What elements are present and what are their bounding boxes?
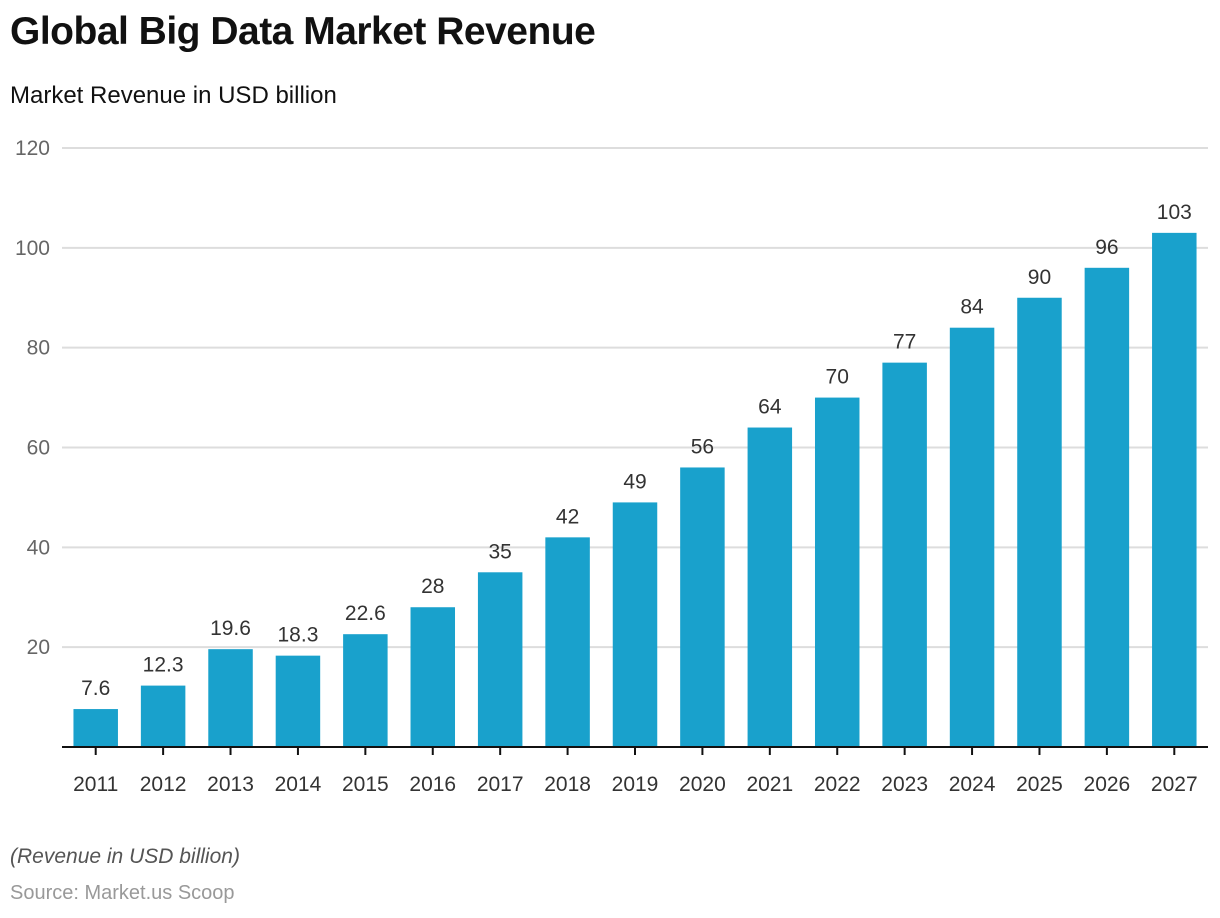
bars (73, 232, 1197, 747)
bar (1152, 232, 1197, 747)
bar (612, 502, 658, 747)
bar (1017, 297, 1062, 747)
data-label: 64 (758, 396, 782, 419)
data-label: 90 (1028, 266, 1051, 289)
bar (343, 634, 388, 747)
bar (747, 427, 793, 747)
x-tick-label: 2017 (477, 773, 524, 796)
bar (545, 537, 590, 747)
x-tick-label: 2019 (612, 773, 659, 796)
data-label: 28 (421, 575, 444, 598)
y-tick-label: 80 (27, 337, 50, 360)
bar (814, 397, 860, 747)
x-tick-label: 2024 (949, 773, 996, 796)
data-labels: 7.6 12.3 19.6 18.3 22.6 28 35 42 49 56 64 70 77 84 90 9… (81, 201, 1192, 700)
data-label: 22.6 (345, 602, 386, 625)
bar (882, 362, 927, 747)
x-tick-label: 2016 (409, 773, 456, 796)
x-tick-label: 2018 (544, 773, 591, 796)
data-label: 35 (488, 540, 511, 563)
data-label: 7.6 (81, 677, 110, 700)
bar (680, 467, 725, 747)
data-label: 56 (691, 435, 714, 458)
bar (208, 649, 253, 747)
x-tick-label: 2025 (1016, 773, 1063, 796)
bar (275, 655, 321, 747)
data-label: 70 (826, 366, 849, 389)
bar (949, 327, 995, 747)
bar (1084, 267, 1130, 747)
chart-note: (Revenue in USD billion) (10, 845, 240, 868)
data-label: 103 (1157, 201, 1192, 224)
bar (477, 572, 523, 747)
chart-source: Source: Market.us Scoop (10, 882, 235, 904)
x-tick-label: 2012 (140, 773, 187, 796)
y-tick-label: 120 (15, 137, 50, 160)
data-label: 77 (893, 331, 916, 354)
data-label: 49 (623, 470, 646, 493)
x-tick-label: 2027 (1151, 773, 1198, 796)
data-label: 84 (960, 296, 984, 319)
x-tick-label: 2026 (1084, 773, 1131, 796)
bar (73, 709, 118, 747)
x-tick-label: 2022 (814, 773, 861, 796)
bar (410, 607, 456, 747)
x-tick-label: 2014 (275, 773, 322, 796)
x-tick-label: 2013 (207, 773, 254, 796)
bar (140, 685, 186, 747)
x-tick-label: 2021 (746, 773, 793, 796)
x-axis: 2011 2012 2013 2014 2015 2016 2017 2018 2019 2020… (62, 746, 1208, 796)
x-tick-label: 2020 (679, 773, 726, 796)
data-label: 42 (556, 505, 579, 528)
y-tick-label: 60 (27, 437, 50, 460)
data-label: 12.3 (143, 654, 184, 677)
data-label: 18.3 (278, 624, 319, 647)
y-tick-label: 20 (27, 636, 50, 659)
y-axis-ticks: 20 40 60 80 100 120 (15, 137, 50, 659)
y-tick-label: 100 (15, 237, 50, 260)
data-label: 96 (1095, 236, 1118, 259)
x-tick-label: 2015 (342, 773, 389, 796)
chart-title: Global Big Data Market Revenue (10, 10, 596, 53)
x-tick-label: 2023 (881, 773, 928, 796)
y-tick-label: 40 (27, 536, 50, 559)
data-label: 19.6 (210, 617, 251, 640)
x-tick-label: 2011 (73, 773, 118, 796)
chart-subtitle: Market Revenue in USD billion (10, 82, 337, 109)
